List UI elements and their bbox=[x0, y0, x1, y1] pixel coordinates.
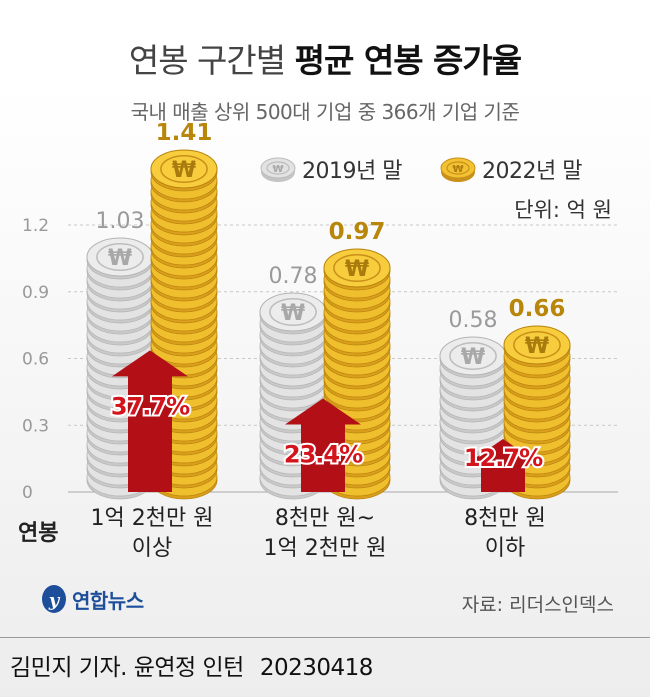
gold-coin-icon: ₩ bbox=[440, 157, 476, 182]
growth-rate-label: 37.7% bbox=[111, 392, 190, 420]
footer-divider bbox=[0, 637, 650, 638]
yonhap-logo-icon: y bbox=[42, 585, 66, 613]
data-label: 1.41 bbox=[156, 120, 213, 146]
up-arrow-icon bbox=[465, 439, 541, 492]
x-axis-title: 연봉 bbox=[18, 521, 58, 546]
coin-ring bbox=[333, 253, 381, 283]
svg-text:₩: ₩ bbox=[272, 164, 283, 175]
svg-text:y: y bbox=[48, 590, 61, 611]
title-bold: 평균 연봉 증가율 bbox=[294, 41, 522, 80]
data-label: 0.58 bbox=[449, 308, 498, 333]
legend-label-2019: 2019년 말 bbox=[302, 159, 402, 184]
x-tick-label: 8천만 원~ bbox=[275, 506, 375, 531]
source-label: 자료: 리더스인덱스 bbox=[461, 594, 614, 616]
coin-ring bbox=[449, 341, 497, 371]
data-label: 0.97 bbox=[329, 219, 386, 245]
growth-rate-label: 12.7% bbox=[464, 444, 543, 472]
y-tick-label: 0 bbox=[22, 483, 33, 503]
x-tick-label: 1억 2천만 원 bbox=[91, 506, 214, 531]
credit-reporter: 김민지 기자. 윤연정 인턴 bbox=[10, 655, 244, 681]
up-arrow-icon bbox=[112, 350, 188, 492]
x-tick-label: 이상 bbox=[132, 536, 172, 561]
title-light: 연봉 구간별 bbox=[128, 41, 286, 80]
won-coin-icon: ₩ bbox=[525, 334, 549, 359]
y-tick-label: 1.2 bbox=[22, 216, 49, 236]
x-tick-label: 이하 bbox=[485, 536, 525, 561]
credit-line: 김민지 기자. 윤연정 인턴 20230418 bbox=[10, 648, 373, 682]
logo-text: 연합뉴스 bbox=[72, 588, 144, 613]
unit-label: 단위: 억 원 bbox=[514, 198, 612, 222]
y-tick-label: 0.3 bbox=[22, 416, 49, 436]
svg-text:₩: ₩ bbox=[452, 164, 463, 175]
data-label: 0.66 bbox=[509, 296, 566, 322]
legend-item-2022: ₩ 2022년 말 bbox=[440, 152, 582, 186]
won-coin-icon: ₩ bbox=[345, 257, 369, 282]
legend-item-2019: ₩ 2019년 말 bbox=[260, 152, 402, 186]
won-coin-icon: ₩ bbox=[281, 301, 305, 326]
coin-ring bbox=[513, 330, 561, 360]
y-tick-label: 0.9 bbox=[22, 283, 49, 303]
subtitle: 국내 매출 상위 500대 기업 중 366개 기업 기준 bbox=[130, 100, 520, 124]
coin-ring bbox=[160, 154, 208, 184]
coin-ring bbox=[269, 297, 317, 327]
won-coin-icon: ₩ bbox=[108, 246, 132, 271]
x-tick-label: 1억 2천만 원 bbox=[264, 536, 387, 561]
yonhap-logo: y 연합뉴스 bbox=[40, 584, 144, 614]
x-tick-label: 8천만 원 bbox=[464, 506, 546, 531]
up-arrow-icon bbox=[285, 398, 361, 492]
coin-ring bbox=[96, 242, 144, 272]
page-title: 연봉 구간별 평균 연봉 증가율 bbox=[0, 34, 650, 82]
bar-2019: ₩ bbox=[259, 292, 327, 500]
data-label: 1.03 bbox=[96, 209, 145, 234]
y-tick-label: 0.6 bbox=[22, 350, 49, 370]
credit-date: 20230418 bbox=[259, 655, 374, 681]
silver-coin-icon: ₩ bbox=[260, 157, 296, 182]
legend-label-2022: 2022년 말 bbox=[482, 159, 582, 184]
growth-rate-label: 23.4% bbox=[284, 440, 363, 468]
won-coin-icon: ₩ bbox=[461, 345, 485, 370]
won-coin-icon: ₩ bbox=[172, 158, 196, 183]
data-label: 0.78 bbox=[269, 264, 318, 289]
